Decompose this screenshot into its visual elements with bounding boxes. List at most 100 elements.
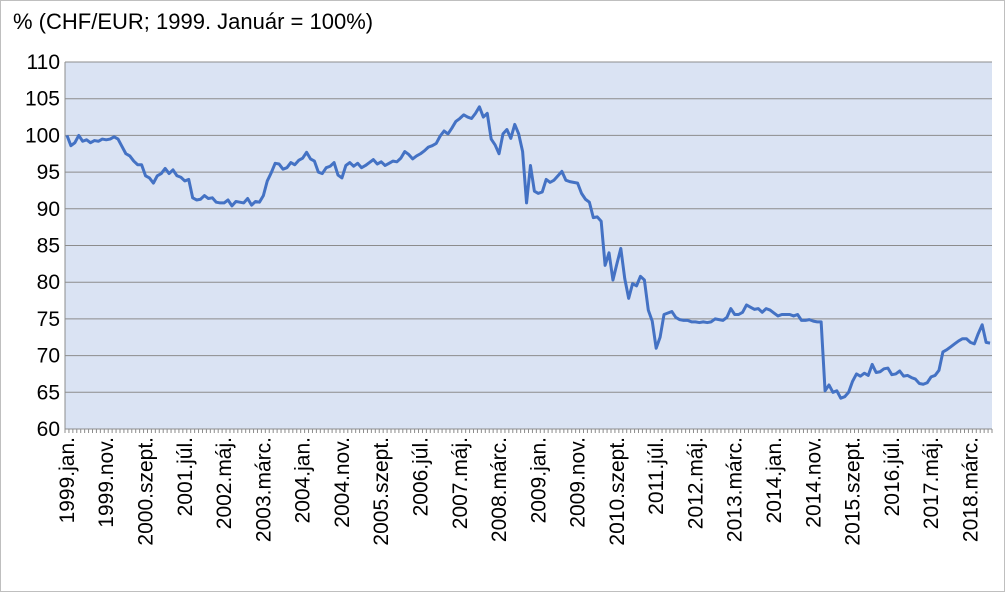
data-point (136, 164, 138, 166)
y-tick-label: 80 (37, 271, 60, 294)
x-tick-label: 2004.nov. (331, 437, 354, 528)
x-tick-label: 2009.nov. (567, 437, 590, 528)
data-point (286, 166, 288, 168)
data-point (722, 319, 724, 321)
data-point (243, 202, 245, 204)
data-point (172, 169, 174, 171)
data-point (836, 390, 838, 392)
data-point (294, 164, 296, 166)
x-tick-label: 2008.márc. (488, 437, 511, 542)
data-point (576, 182, 578, 184)
data-point (435, 142, 437, 144)
data-point (533, 190, 535, 192)
data-point (580, 192, 582, 194)
x-tick-label: 2017.máj. (920, 437, 943, 529)
y-tick-label: 90 (37, 198, 60, 221)
data-point (572, 181, 574, 183)
data-point (231, 205, 233, 207)
x-tick-label: 2014.jan. (763, 437, 786, 523)
data-point (353, 165, 355, 167)
data-point (875, 371, 877, 373)
data-point (160, 172, 162, 174)
data-point (246, 197, 248, 199)
data-point (671, 310, 673, 312)
data-point (773, 312, 775, 314)
data-point (726, 316, 728, 318)
x-tick-label: 2000.szept. (135, 437, 158, 546)
y-tick-label: 105 (25, 88, 60, 111)
y-tick-label: 65 (37, 381, 60, 404)
data-point (270, 172, 272, 174)
data-point (333, 161, 335, 163)
data-point (372, 158, 374, 160)
data-point (188, 178, 190, 180)
data-point (117, 138, 119, 140)
data-point (765, 307, 767, 309)
data-point (985, 341, 987, 343)
data-point (423, 150, 425, 152)
data-point (419, 153, 421, 155)
data-point (781, 313, 783, 315)
data-point (600, 220, 602, 222)
data-point (392, 160, 394, 162)
data-point (439, 135, 441, 137)
data-point (364, 164, 366, 166)
data-point (694, 321, 696, 323)
data-point (191, 197, 193, 199)
data-point (616, 263, 618, 265)
data-point (211, 197, 213, 199)
data-point (78, 134, 80, 136)
data-point (309, 158, 311, 160)
x-tick-label: 2004.jan. (292, 437, 315, 523)
data-point (792, 315, 794, 317)
data-point (981, 324, 983, 326)
chart-title: % (CHF/EUR; 1999. Január = 100%) (13, 9, 374, 34)
data-point (262, 194, 264, 196)
data-point (180, 176, 182, 178)
data-point (462, 114, 464, 116)
data-point (152, 182, 154, 184)
data-point (867, 374, 869, 376)
data-point (140, 164, 142, 166)
data-point (176, 175, 178, 177)
data-point (789, 313, 791, 315)
data-point (360, 166, 362, 168)
data-point (596, 216, 598, 218)
data-point (549, 181, 551, 183)
data-point (584, 198, 586, 200)
data-point (741, 311, 743, 313)
data-point (388, 162, 390, 164)
x-tick-label: 2001.júl. (174, 437, 197, 516)
data-point (690, 321, 692, 323)
data-point (961, 338, 963, 340)
data-point (698, 321, 700, 323)
data-point (879, 371, 881, 373)
data-point (812, 320, 814, 322)
x-tick-label: 1999.nov. (95, 437, 118, 528)
data-point (651, 320, 653, 322)
data-point (942, 351, 944, 353)
y-tick-label: 100 (25, 124, 60, 147)
x-tick-label: 2018.márc. (959, 437, 982, 542)
data-point (380, 161, 382, 163)
data-point (679, 318, 681, 320)
data-point (278, 163, 280, 165)
data-point (301, 157, 303, 159)
data-point (569, 180, 571, 182)
data-point (305, 151, 307, 153)
x-axis: 1999.jan. 1999.nov. 2000.szept. 2001.júl. 20… (56, 428, 993, 546)
data-point (227, 199, 229, 201)
data-point (891, 373, 893, 375)
data-point (631, 282, 633, 284)
data-point (828, 384, 830, 386)
data-point (329, 165, 331, 167)
data-point (808, 318, 810, 320)
data-point (219, 202, 221, 204)
data-point (290, 161, 292, 163)
data-point (851, 380, 853, 382)
data-point (718, 318, 720, 320)
data-point (537, 192, 539, 194)
data-point (816, 321, 818, 323)
data-point (761, 311, 763, 313)
